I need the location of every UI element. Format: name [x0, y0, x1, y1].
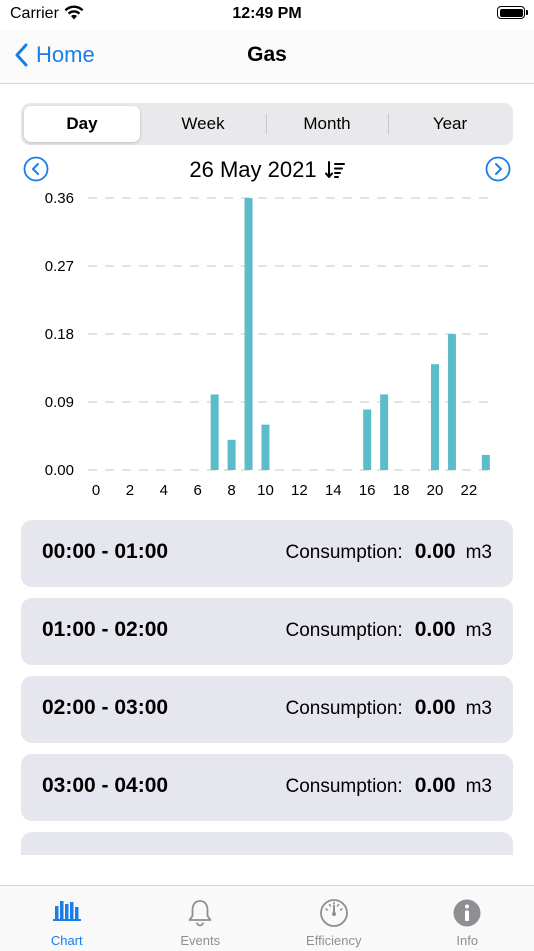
- list-item[interactable]: [21, 832, 513, 855]
- consumption-unit: m3: [466, 776, 492, 798]
- battery-icon: [497, 6, 525, 19]
- list-item[interactable]: 00:00 - 01:00 Consumption: 0.00 m3: [21, 520, 513, 587]
- consumption-label: Consumption:: [285, 776, 402, 798]
- bar: [245, 198, 253, 470]
- tab-label: Chart: [0, 933, 134, 948]
- x-tick-label: 18: [393, 482, 410, 499]
- segment-week[interactable]: Week: [143, 106, 263, 142]
- time-range: 02:00 - 03:00: [42, 696, 168, 720]
- time-range: 03:00 - 04:00: [42, 774, 168, 798]
- segment-divider: [388, 114, 389, 134]
- bar: [211, 394, 219, 470]
- consumption-value: 0.00: [415, 696, 456, 720]
- time-range: 01:00 - 02:00: [42, 618, 168, 642]
- bar: [448, 334, 456, 470]
- date-navigator: 26 May 2021: [0, 152, 534, 186]
- date-label: 26 May 2021: [189, 157, 316, 183]
- consumption-label: Consumption:: [285, 620, 402, 642]
- x-tick-label: 4: [160, 482, 168, 499]
- x-tick-label: 10: [257, 482, 274, 499]
- tab-bar: Chart Events Efficiency Info: [0, 885, 534, 951]
- x-tick-label: 0: [92, 482, 100, 499]
- x-tick-label: 6: [194, 482, 202, 499]
- x-tick-label: 2: [126, 482, 134, 499]
- bar: [363, 410, 371, 470]
- y-tick-label: 0.27: [45, 258, 74, 275]
- list-item[interactable]: 02:00 - 03:00 Consumption: 0.00 m3: [21, 676, 513, 743]
- consumption-value: 0.00: [415, 774, 456, 798]
- consumption-unit: m3: [466, 542, 492, 564]
- segment-year[interactable]: Year: [390, 106, 510, 142]
- x-tick-label: 22: [461, 482, 478, 499]
- consumption-value: 0.00: [415, 618, 456, 642]
- tab-chart[interactable]: Chart: [0, 886, 134, 951]
- x-tick-label: 20: [427, 482, 444, 499]
- consumption-label: Consumption:: [285, 698, 402, 720]
- x-tick-label: 8: [227, 482, 235, 499]
- gas-consumption-chart: 0.00 0.09 0.18 0.27 0.36 0 2 4 6 8 10 12 14 16 18 20 22: [0, 185, 534, 505]
- consumption-label: Consumption:: [285, 542, 402, 564]
- bar: [482, 455, 490, 470]
- sort-icon: [325, 160, 345, 180]
- tab-efficiency[interactable]: Efficiency: [267, 886, 401, 951]
- page-title: Gas: [0, 43, 534, 67]
- x-tick-label: 16: [359, 482, 376, 499]
- y-tick-label: 0.09: [45, 394, 74, 411]
- bar: [262, 425, 270, 470]
- bar: [431, 364, 439, 470]
- status-bar: Carrier 12:49 PM: [0, 0, 534, 30]
- y-tick-label: 0.36: [45, 190, 74, 207]
- segment-day[interactable]: Day: [24, 106, 140, 142]
- bar: [380, 394, 388, 470]
- consumption-unit: m3: [466, 698, 492, 720]
- time-range: 00:00 - 01:00: [42, 540, 168, 564]
- consumption-unit: m3: [466, 620, 492, 642]
- tab-label: Info: [401, 933, 534, 948]
- bar: [228, 440, 236, 470]
- consumption-list: 00:00 - 01:00 Consumption: 0.00 m3 01:00…: [21, 520, 513, 855]
- tab-label: Events: [134, 933, 268, 948]
- list-item[interactable]: 01:00 - 02:00 Consumption: 0.00 m3: [21, 598, 513, 665]
- y-tick-label: 0.00: [45, 462, 74, 479]
- tab-label: Efficiency: [267, 933, 401, 948]
- info-icon: [452, 898, 482, 928]
- chart-icon: [52, 898, 82, 922]
- next-day-button[interactable]: [485, 156, 511, 182]
- x-tick-label: 14: [325, 482, 342, 499]
- y-tick-label: 0.18: [45, 326, 74, 343]
- list-item[interactable]: 03:00 - 04:00 Consumption: 0.00 m3: [21, 754, 513, 821]
- gauge-icon: [319, 898, 349, 928]
- date-display[interactable]: 26 May 2021: [0, 157, 534, 183]
- tab-events[interactable]: Events: [134, 886, 268, 951]
- status-time: 12:49 PM: [0, 5, 534, 23]
- navigation-bar: Home Gas: [0, 30, 534, 84]
- period-segmented-control: Day Week Month Year: [21, 103, 513, 145]
- consumption-value: 0.00: [415, 540, 456, 564]
- x-tick-label: 12: [291, 482, 308, 499]
- tab-info[interactable]: Info: [401, 886, 534, 951]
- segment-month[interactable]: Month: [267, 106, 387, 142]
- bell-icon: [186, 898, 214, 928]
